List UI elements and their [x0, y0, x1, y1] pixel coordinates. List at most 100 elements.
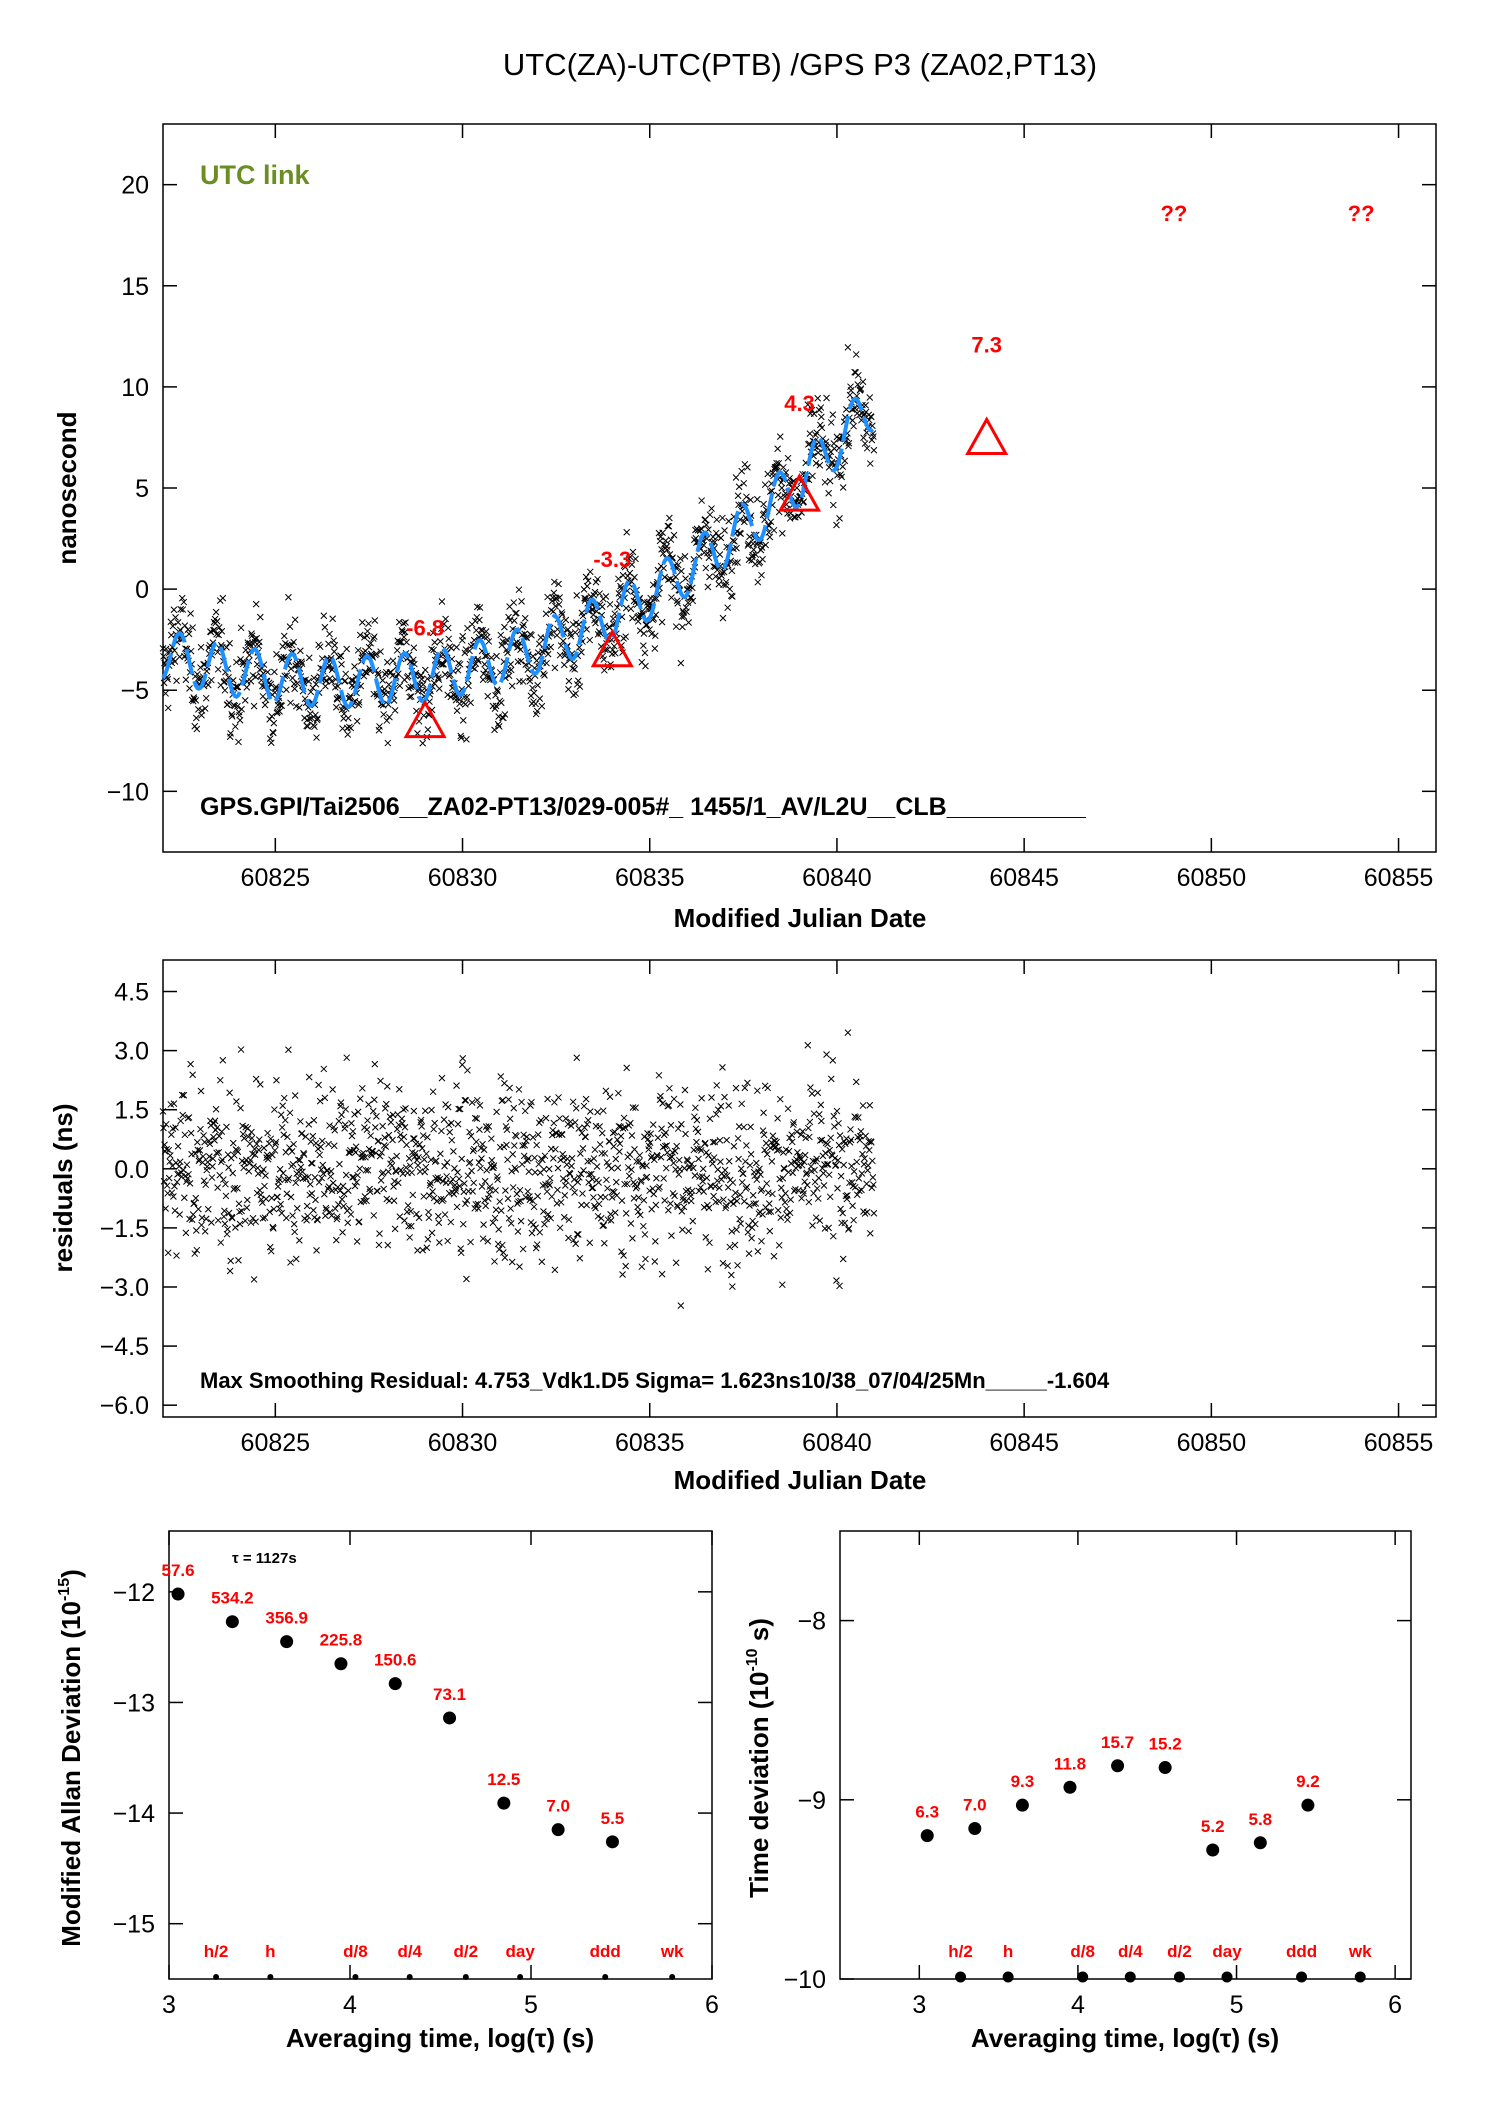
link-offset-point	[868, 436, 876, 444]
link-offset-point	[394, 670, 402, 678]
link-offset-point	[621, 563, 629, 571]
residual-point	[381, 1105, 389, 1112]
link-offset-point	[231, 723, 239, 730]
link-offset-point	[521, 630, 529, 638]
residual-point	[764, 1189, 772, 1197]
link-offset-point	[286, 641, 293, 649]
residual-point	[537, 1116, 545, 1124]
residual-point	[444, 1103, 452, 1111]
residual-point	[196, 1147, 204, 1154]
link-offset-point	[256, 613, 264, 621]
residual-point	[804, 1041, 812, 1049]
residual-point	[449, 1175, 457, 1183]
residual-point	[209, 1155, 217, 1163]
link-offset-point	[575, 644, 583, 651]
residual-point	[618, 1248, 625, 1256]
residual-point	[547, 1214, 555, 1222]
residual-point	[724, 1262, 732, 1270]
residual-point	[226, 1267, 234, 1275]
residual-point	[466, 1128, 473, 1136]
residual-point	[607, 1210, 614, 1218]
residual-point	[271, 1147, 279, 1154]
residual-point	[741, 1084, 749, 1092]
residual-point	[664, 1206, 672, 1214]
link-offset-point	[438, 598, 446, 605]
link-offset-point	[708, 505, 715, 512]
mod-allan-point	[443, 1711, 457, 1725]
residual-point	[395, 1085, 403, 1093]
residual-point	[181, 1131, 189, 1139]
link-offset-point	[510, 599, 518, 606]
link-offset-point	[670, 531, 678, 539]
link-offset-point	[419, 739, 427, 747]
link-offset-point	[634, 618, 642, 625]
residual-point	[490, 1162, 498, 1169]
residual-point	[253, 1140, 261, 1148]
residual-point	[825, 1224, 832, 1232]
link-offset-point	[651, 632, 659, 640]
residual-point	[516, 1263, 523, 1270]
link-offset-point	[697, 525, 705, 533]
link-offset-point	[266, 735, 274, 742]
link-offset-point	[454, 666, 462, 674]
residual-point	[644, 1135, 652, 1143]
residual-point	[509, 1150, 517, 1158]
residual-point	[513, 1132, 520, 1140]
link-offset-point	[529, 684, 536, 692]
link-offset-point	[463, 736, 470, 743]
residual-point	[602, 1193, 609, 1201]
link-offset-point	[669, 576, 677, 584]
link-offset-point	[410, 644, 418, 652]
residual-point	[248, 1134, 256, 1142]
residual-point	[720, 1196, 727, 1203]
residual-point	[823, 1161, 831, 1168]
residual-point	[610, 1143, 618, 1150]
residual-point	[738, 1100, 746, 1108]
residual-point	[505, 1096, 512, 1103]
time-deviation-marker-label: wk	[1348, 1942, 1372, 1961]
residual-point	[454, 1120, 462, 1128]
residual-point	[468, 1099, 476, 1106]
residual-point	[838, 1145, 846, 1153]
residual-point	[303, 1202, 311, 1210]
link-offset-point	[305, 677, 313, 685]
link-offset-point	[369, 635, 377, 642]
residual-point	[429, 1088, 437, 1096]
link-offset-point	[400, 633, 408, 641]
residual-point	[858, 1186, 865, 1194]
residual-point	[424, 1133, 431, 1141]
residual-point	[717, 1158, 724, 1166]
residual-point	[308, 1190, 316, 1197]
residual-point	[369, 1147, 377, 1155]
link-offset-point	[380, 711, 388, 718]
residual-point	[710, 1154, 718, 1161]
residual-point	[814, 1089, 822, 1097]
residual-point	[166, 1152, 174, 1159]
residual-point	[861, 1210, 869, 1217]
mod-allan-marker-label: h	[265, 1942, 275, 1961]
link-offset-point	[344, 731, 352, 738]
residual-point	[800, 1190, 808, 1197]
residual-point	[164, 1249, 172, 1257]
link-offset-point	[570, 659, 578, 667]
residual-point	[333, 1215, 341, 1223]
residual-point	[747, 1150, 755, 1158]
link-offset-point	[326, 630, 333, 638]
link-offset-point	[677, 659, 685, 667]
residual-point	[815, 1110, 823, 1118]
residual-point	[180, 1091, 188, 1099]
residual-point	[414, 1161, 422, 1169]
residual-point	[622, 1210, 630, 1217]
link-offset-point	[213, 617, 221, 625]
link-offset-point	[202, 694, 210, 702]
link-offset-point	[269, 729, 277, 737]
link-offset-point	[476, 616, 483, 624]
residual-point	[681, 1086, 689, 1094]
residual-point	[444, 1237, 452, 1245]
link-offset-point	[552, 602, 559, 610]
link-offset-point	[591, 588, 599, 596]
residuals-ytick-label: −3.0	[100, 1274, 149, 1302]
residual-point	[491, 1258, 498, 1265]
residual-point	[643, 1162, 650, 1170]
residual-point	[649, 1121, 657, 1129]
